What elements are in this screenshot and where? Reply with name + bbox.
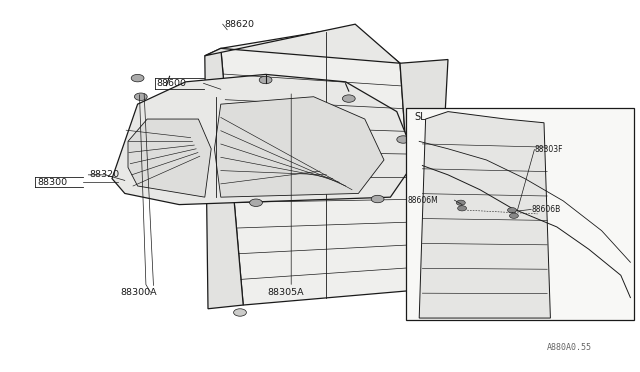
Bar <box>406 108 634 320</box>
Circle shape <box>508 208 516 213</box>
Circle shape <box>131 74 144 82</box>
Text: 88606M: 88606M <box>407 196 438 205</box>
Polygon shape <box>214 97 384 197</box>
Text: SL: SL <box>415 112 426 122</box>
Circle shape <box>397 136 410 143</box>
Circle shape <box>509 213 518 218</box>
Text: 88300A: 88300A <box>120 288 157 296</box>
Circle shape <box>234 309 246 316</box>
Text: 88606B: 88606B <box>531 205 561 214</box>
Circle shape <box>406 294 419 301</box>
Polygon shape <box>419 112 550 318</box>
Polygon shape <box>400 60 448 298</box>
Text: 88600: 88600 <box>157 79 187 88</box>
Text: A880A0.55: A880A0.55 <box>547 343 592 352</box>
Text: 88620: 88620 <box>224 20 254 29</box>
Circle shape <box>259 76 272 84</box>
Circle shape <box>458 206 467 211</box>
Circle shape <box>456 200 465 205</box>
Polygon shape <box>221 26 416 305</box>
Text: 88303F: 88303F <box>534 145 563 154</box>
Text: 88305A: 88305A <box>268 288 304 296</box>
Polygon shape <box>205 24 400 63</box>
Circle shape <box>371 195 384 203</box>
Polygon shape <box>112 74 416 205</box>
Polygon shape <box>205 48 243 309</box>
Polygon shape <box>128 119 211 197</box>
Circle shape <box>250 199 262 206</box>
Circle shape <box>342 95 355 102</box>
Text: 88300: 88300 <box>37 178 67 187</box>
Circle shape <box>134 93 147 100</box>
Text: 88320: 88320 <box>90 170 120 179</box>
